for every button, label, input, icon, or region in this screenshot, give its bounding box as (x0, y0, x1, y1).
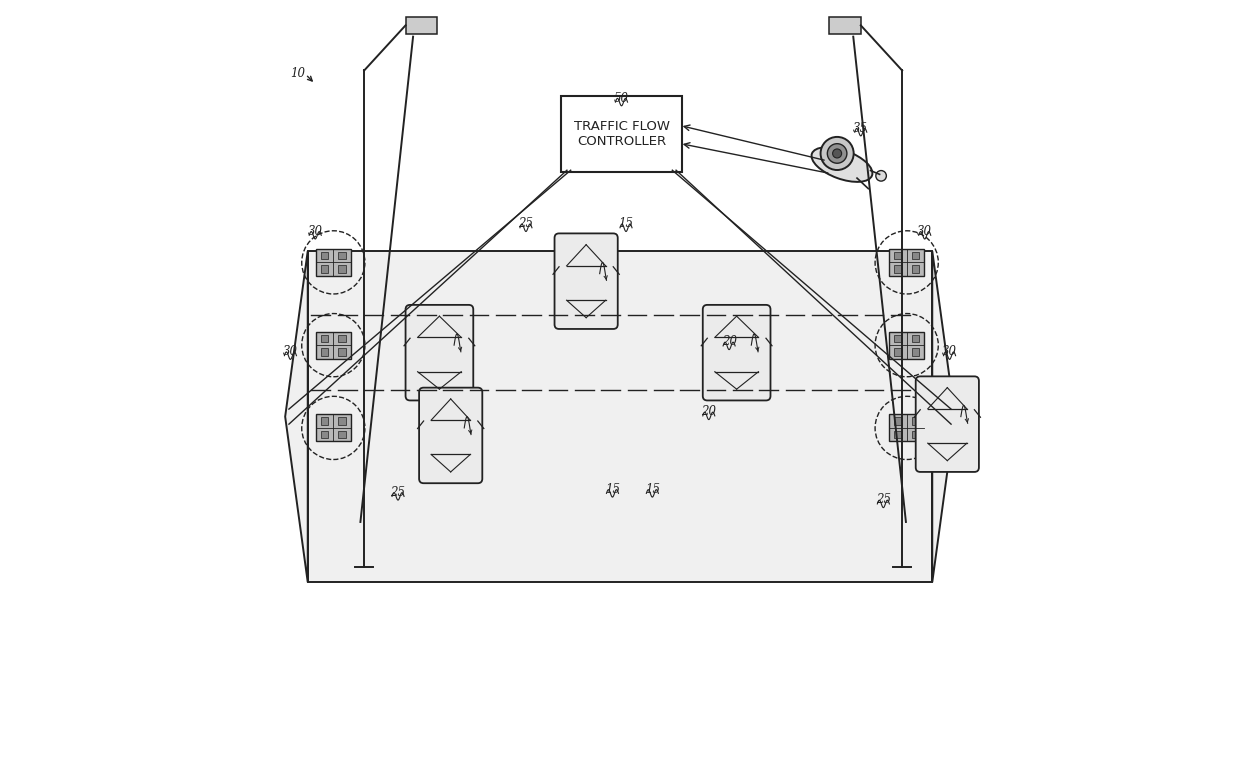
FancyBboxPatch shape (321, 348, 329, 356)
FancyBboxPatch shape (830, 17, 861, 33)
Text: 20: 20 (702, 406, 717, 418)
Text: 30: 30 (942, 345, 957, 358)
FancyBboxPatch shape (894, 265, 901, 273)
FancyBboxPatch shape (321, 252, 329, 259)
FancyBboxPatch shape (321, 431, 329, 438)
FancyBboxPatch shape (339, 431, 346, 438)
FancyBboxPatch shape (339, 252, 346, 259)
FancyBboxPatch shape (321, 334, 329, 343)
Text: 15: 15 (645, 483, 660, 496)
Text: 25: 25 (875, 493, 890, 506)
Text: 20: 20 (722, 335, 737, 349)
FancyBboxPatch shape (911, 431, 919, 438)
FancyBboxPatch shape (911, 252, 919, 259)
FancyBboxPatch shape (889, 332, 924, 359)
FancyBboxPatch shape (911, 265, 919, 273)
Circle shape (821, 137, 853, 170)
FancyBboxPatch shape (894, 431, 901, 438)
FancyBboxPatch shape (339, 334, 346, 343)
FancyBboxPatch shape (915, 377, 978, 472)
FancyBboxPatch shape (703, 305, 770, 400)
Polygon shape (932, 251, 955, 582)
Text: 15: 15 (619, 218, 634, 230)
Text: 25: 25 (518, 218, 533, 230)
Circle shape (875, 171, 887, 181)
FancyBboxPatch shape (889, 415, 924, 441)
FancyBboxPatch shape (889, 249, 924, 276)
Text: TRAFFIC FLOW
CONTROLLER: TRAFFIC FLOW CONTROLLER (574, 121, 670, 149)
FancyBboxPatch shape (316, 332, 351, 359)
FancyBboxPatch shape (419, 387, 482, 483)
FancyBboxPatch shape (911, 334, 919, 343)
Circle shape (827, 144, 847, 163)
FancyBboxPatch shape (560, 96, 682, 173)
FancyBboxPatch shape (911, 418, 919, 425)
FancyBboxPatch shape (321, 265, 329, 273)
Text: 30: 30 (308, 225, 322, 238)
FancyBboxPatch shape (911, 348, 919, 356)
FancyBboxPatch shape (316, 249, 351, 276)
FancyBboxPatch shape (894, 348, 901, 356)
Circle shape (832, 149, 842, 158)
Text: 15: 15 (605, 483, 620, 496)
FancyBboxPatch shape (316, 415, 351, 441)
FancyBboxPatch shape (894, 334, 901, 343)
Text: 50: 50 (614, 92, 629, 105)
FancyBboxPatch shape (554, 233, 618, 329)
Text: 35: 35 (853, 122, 868, 135)
Text: 30: 30 (918, 225, 932, 238)
FancyBboxPatch shape (894, 418, 901, 425)
Ellipse shape (811, 147, 873, 182)
Text: 30: 30 (283, 345, 298, 358)
Text: 10: 10 (290, 67, 305, 80)
FancyBboxPatch shape (339, 348, 346, 356)
Polygon shape (285, 251, 308, 582)
FancyBboxPatch shape (894, 252, 901, 259)
FancyBboxPatch shape (405, 17, 438, 33)
Text: 25: 25 (391, 486, 405, 499)
FancyBboxPatch shape (405, 305, 474, 400)
FancyBboxPatch shape (321, 418, 329, 425)
FancyBboxPatch shape (339, 265, 346, 273)
Polygon shape (308, 251, 932, 582)
FancyBboxPatch shape (339, 418, 346, 425)
